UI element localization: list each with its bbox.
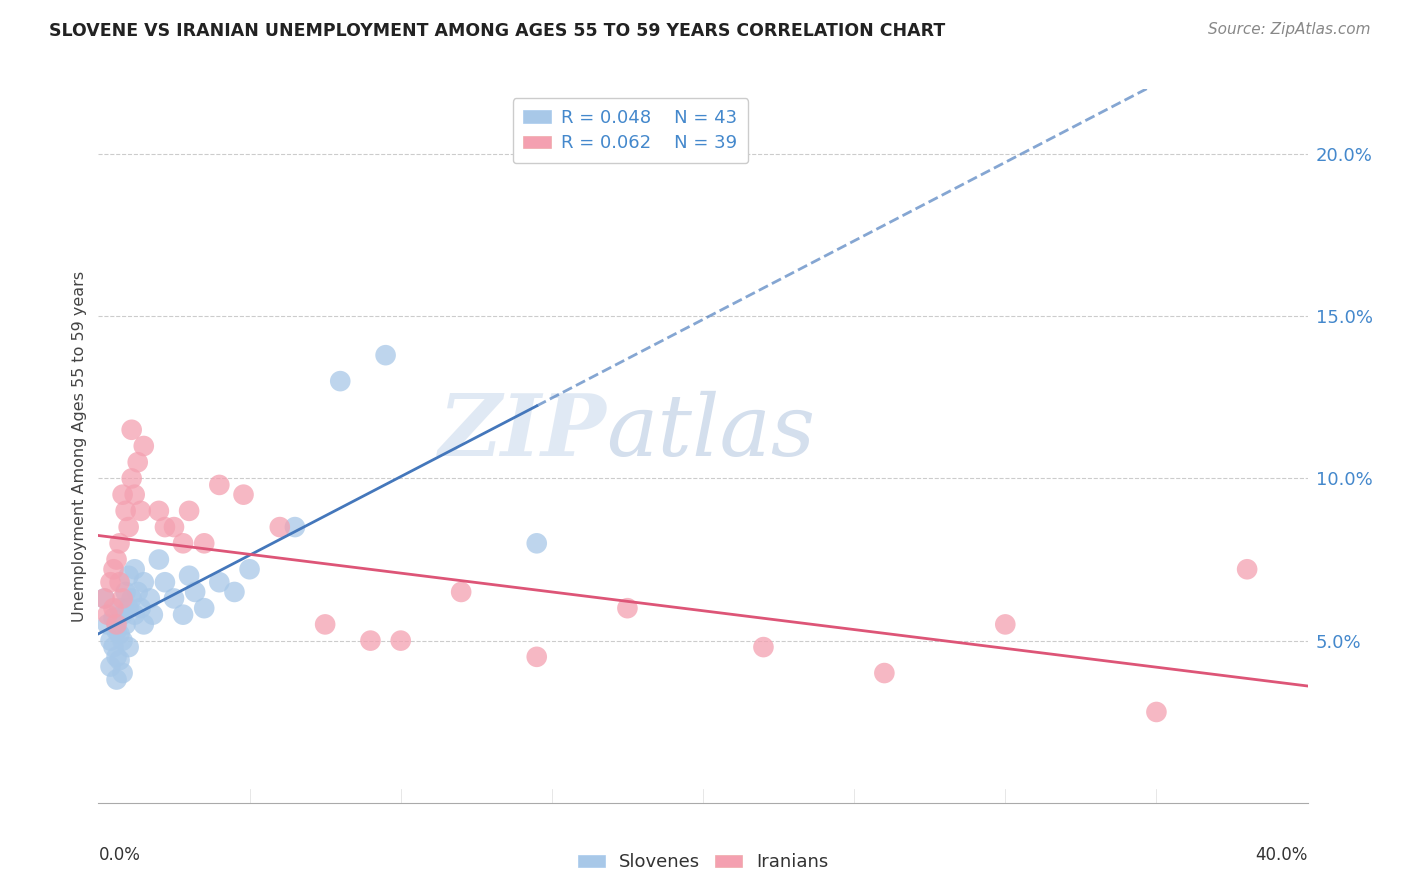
Point [184,585,207,599]
Point [526,649,548,664]
Point [193,601,215,615]
Point [208,575,231,590]
Point [526,536,548,550]
Text: 0.0%: 0.0% [98,846,141,863]
Point [108,536,131,550]
Point [100,633,122,648]
Point [100,659,122,673]
Point [105,552,128,566]
Point [153,520,176,534]
Point [121,591,143,606]
Point [153,575,176,590]
Point [132,439,155,453]
Point [111,591,134,606]
Point [132,617,155,632]
Point [108,575,131,590]
Point [103,640,125,654]
Point [111,666,134,681]
Point [163,520,186,534]
Y-axis label: Unemployment Among Ages 55 to 59 years: Unemployment Among Ages 55 to 59 years [72,270,87,622]
Point [389,633,412,648]
Point [103,611,125,625]
Point [994,617,1017,632]
Point [127,585,149,599]
Point [148,552,170,566]
Point [360,633,382,648]
Point [163,591,186,606]
Point [124,607,146,622]
Point [616,601,638,615]
Point [873,666,896,681]
Point [179,568,201,582]
Point [108,627,131,641]
Point [124,488,146,502]
Point [121,471,143,485]
Point [193,536,215,550]
Point [118,568,141,582]
Point [96,617,118,632]
Point [374,348,396,362]
Point [105,624,128,638]
Text: SLOVENE VS IRANIAN UNEMPLOYMENT AMONG AGES 55 TO 59 YEARS CORRELATION CHART: SLOVENE VS IRANIAN UNEMPLOYMENT AMONG AG… [49,22,945,40]
Point [172,607,194,622]
Point [114,617,136,632]
Text: 40.0%: 40.0% [1256,846,1308,863]
Point [93,591,115,606]
Point [142,607,165,622]
Point [129,504,152,518]
Point [114,585,136,599]
Point [269,520,291,534]
Point [103,601,125,615]
Point [111,607,134,622]
Point [1236,562,1258,576]
Legend: Slovenes, Iranians: Slovenes, Iranians [571,847,835,879]
Point [114,504,136,518]
Point [450,585,472,599]
Point [284,520,307,534]
Point [105,617,128,632]
Point [208,478,231,492]
Point [139,591,162,606]
Point [118,601,141,615]
Point [179,504,201,518]
Point [1144,705,1167,719]
Point [132,575,155,590]
Point [108,601,131,615]
Text: ZIP: ZIP [439,390,606,474]
Point [108,653,131,667]
Point [105,649,128,664]
Point [127,455,149,469]
Point [314,617,336,632]
Point [121,423,143,437]
Point [129,601,152,615]
Point [118,640,141,654]
Point [96,607,118,622]
Point [111,488,134,502]
Point [172,536,194,550]
Text: atlas: atlas [606,391,815,473]
Point [239,562,262,576]
Point [148,504,170,518]
Text: Source: ZipAtlas.com: Source: ZipAtlas.com [1208,22,1371,37]
Point [224,585,246,599]
Point [329,374,352,388]
Point [100,575,122,590]
Point [752,640,775,654]
Point [93,591,115,606]
Legend: R = 0.048    N = 43, R = 0.062    N = 39: R = 0.048 N = 43, R = 0.062 N = 39 [513,98,748,163]
Point [118,520,141,534]
Point [111,633,134,648]
Point [232,488,254,502]
Point [124,562,146,576]
Point [103,562,125,576]
Point [105,673,128,687]
